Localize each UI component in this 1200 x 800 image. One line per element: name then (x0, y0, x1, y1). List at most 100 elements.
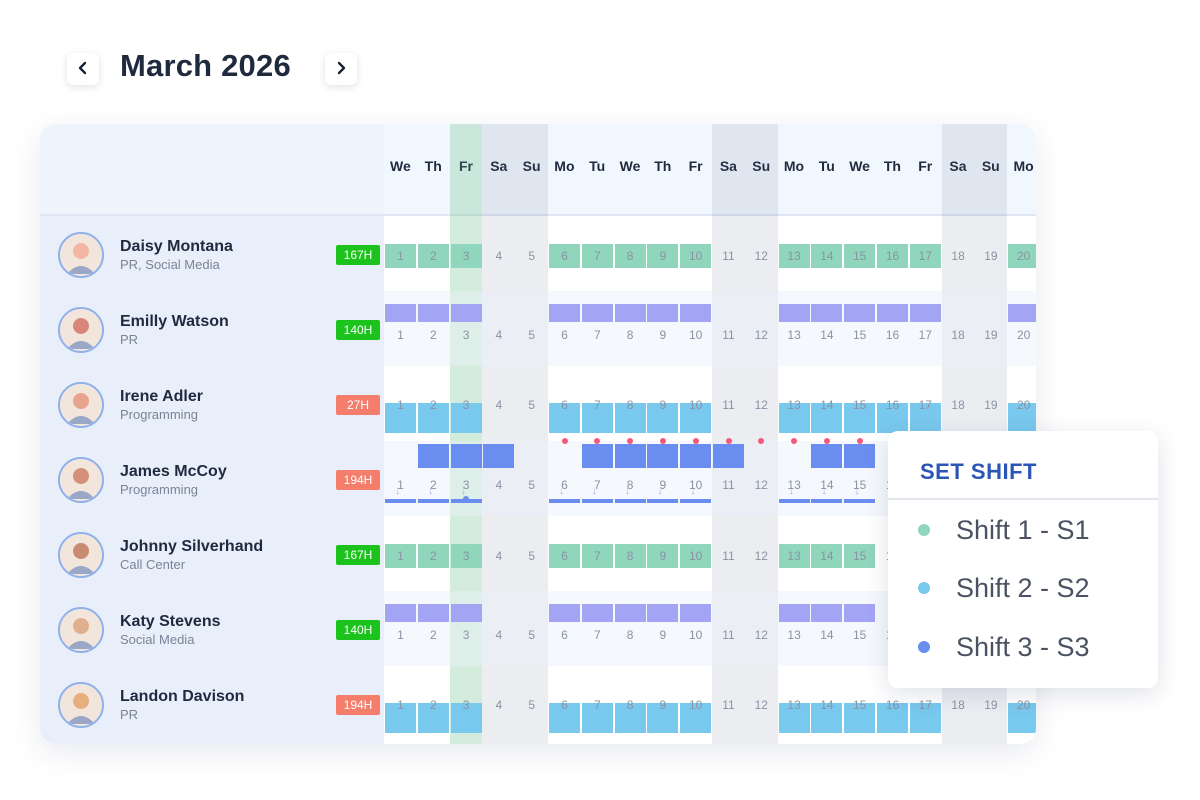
date-cell[interactable]: 5 (528, 549, 536, 563)
shift-block[interactable] (549, 244, 580, 268)
date-cell[interactable]: 12 (754, 628, 768, 642)
date-cell[interactable]: 8 (626, 328, 634, 342)
shift-block[interactable] (614, 304, 646, 322)
date-cell[interactable]: 20 (1017, 328, 1031, 342)
date-cell[interactable]: 8 (626, 628, 634, 642)
shift-block[interactable] (680, 444, 712, 468)
shift-block[interactable] (844, 403, 876, 433)
shift-block[interactable] (680, 244, 712, 268)
date-cell[interactable]: 12 (754, 698, 768, 712)
shift-block[interactable] (417, 544, 449, 568)
date-cell[interactable]: 3 (462, 478, 470, 492)
shift-block[interactable] (844, 444, 876, 468)
date-cell[interactable]: 12 (754, 328, 768, 342)
date-cell[interactable]: 4 (495, 478, 503, 492)
date-cell[interactable]: 20 (1017, 398, 1031, 412)
shift-block[interactable] (417, 244, 449, 268)
shift-block[interactable] (385, 544, 416, 568)
shift-block[interactable] (713, 444, 744, 468)
shift-block[interactable] (450, 244, 482, 268)
date-cell[interactable]: 12 (754, 398, 768, 412)
employee-row[interactable]: Johnny Silverhand Call Center 167H (40, 516, 384, 591)
date-cell[interactable]: 3 (462, 698, 470, 712)
date-cell[interactable]: 7 (593, 698, 601, 712)
shift-option-1[interactable]: Shift 1 - S1 (918, 512, 1148, 548)
date-cell[interactable]: 1 (397, 628, 404, 642)
shift-block[interactable] (581, 444, 613, 468)
shift-block[interactable] (1008, 403, 1036, 433)
date-cell[interactable]: 1 (397, 398, 404, 412)
shift-block[interactable] (417, 444, 449, 468)
date-cell[interactable]: 15 (853, 549, 867, 563)
shift-block[interactable] (549, 544, 580, 568)
shift-block[interactable] (417, 403, 449, 433)
date-cell[interactable]: 7 (593, 249, 601, 263)
shift-block[interactable] (614, 604, 646, 622)
date-cell[interactable]: 4 (495, 249, 503, 263)
shift-block[interactable] (680, 544, 712, 568)
date-cell[interactable]: 10 (689, 549, 703, 563)
shift-block[interactable] (844, 544, 876, 568)
shift-block[interactable] (680, 403, 712, 433)
date-cell[interactable]: 18 (951, 698, 965, 712)
date-cell[interactable]: 3 (462, 398, 470, 412)
date-cell[interactable]: 2 (429, 478, 437, 492)
date-cell[interactable]: 9 (659, 478, 667, 492)
date-cell[interactable]: 12 (754, 478, 768, 492)
date-cell[interactable]: 17 (918, 249, 932, 263)
date-cell[interactable]: 1 (397, 478, 404, 492)
date-cell[interactable]: 6 (561, 398, 568, 412)
shift-block[interactable] (778, 304, 810, 322)
shift-block[interactable] (581, 544, 613, 568)
date-cell[interactable]: 4 (495, 549, 503, 563)
date-cell[interactable]: 8 (626, 698, 634, 712)
date-cell[interactable]: 17 (918, 698, 932, 712)
shift-block[interactable] (877, 703, 908, 733)
date-cell[interactable]: 10 (689, 398, 703, 412)
shift-block[interactable] (549, 304, 580, 322)
date-cell[interactable]: 16 (885, 249, 900, 263)
shift-block[interactable] (385, 604, 416, 622)
shift-block[interactable] (877, 403, 908, 433)
date-cell[interactable]: 5 (528, 698, 536, 712)
date-cell[interactable]: 10 (689, 698, 703, 712)
date-cell[interactable]: 2 (429, 249, 437, 263)
date-cell[interactable]: 19 (984, 328, 998, 342)
shift-block[interactable] (778, 244, 810, 268)
date-cell[interactable]: 4 (495, 628, 503, 642)
shift-block[interactable] (549, 604, 580, 622)
shift-block[interactable] (909, 403, 941, 433)
shift-block[interactable] (450, 544, 482, 568)
shift-block[interactable] (909, 304, 941, 322)
shift-block[interactable] (417, 703, 449, 733)
shift-block[interactable] (778, 604, 810, 622)
employee-row[interactable]: Katy Stevens Social Media 140H (40, 591, 384, 666)
date-cell[interactable]: 13 (787, 628, 801, 642)
date-cell[interactable]: 8 (626, 549, 634, 563)
prev-month-button[interactable] (67, 53, 99, 85)
shift-block[interactable] (450, 304, 482, 322)
date-cell[interactable]: 9 (659, 549, 667, 563)
date-cell[interactable]: 13 (787, 249, 801, 263)
shift-block[interactable] (909, 244, 941, 268)
shift-block[interactable] (909, 703, 941, 733)
shift-block[interactable] (385, 304, 416, 322)
shift-block[interactable] (844, 604, 876, 622)
date-cell[interactable]: 2 (429, 328, 437, 342)
shift-block[interactable] (811, 703, 843, 733)
shift-block[interactable] (385, 403, 416, 433)
date-cell[interactable]: 19 (984, 698, 998, 712)
shift-block[interactable] (844, 304, 876, 322)
date-cell[interactable]: 6 (561, 249, 568, 263)
date-cell[interactable]: 7 (593, 478, 601, 492)
employee-row[interactable]: Emilly Watson PR 140H (40, 291, 384, 366)
shift-block[interactable] (450, 403, 482, 433)
shift-block[interactable] (877, 244, 908, 268)
date-cell[interactable]: 9 (659, 398, 667, 412)
date-cell[interactable]: 7 (593, 549, 601, 563)
date-cell[interactable]: 5 (528, 478, 536, 492)
date-cell[interactable]: 9 (659, 249, 667, 263)
date-cell[interactable]: 4 (495, 328, 503, 342)
date-cell[interactable]: 5 (528, 398, 536, 412)
date-cell[interactable]: 13 (787, 549, 801, 563)
